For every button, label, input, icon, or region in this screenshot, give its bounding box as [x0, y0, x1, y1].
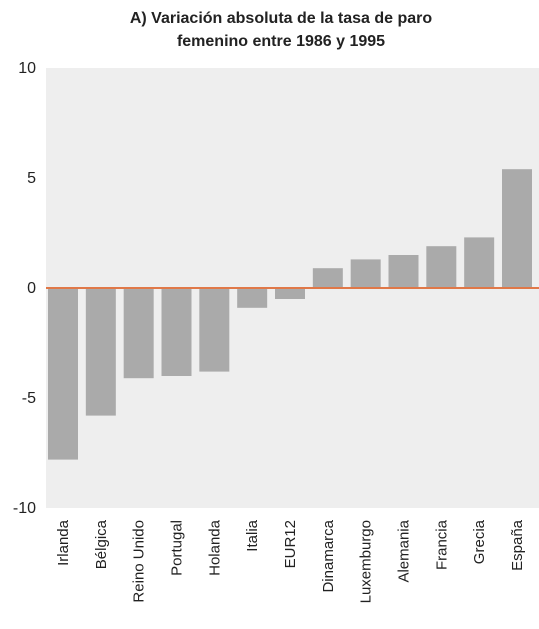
- x-tick-label: Dinamarca: [320, 519, 337, 592]
- x-tick-label: Portugal: [169, 520, 186, 576]
- x-tick-label: Francia: [433, 519, 450, 570]
- y-tick-label: 0: [27, 280, 36, 297]
- chart-title-line-2: femenino entre 1986 y 1995: [177, 33, 385, 50]
- x-tick-label: España: [509, 519, 526, 571]
- bars-group: [48, 169, 532, 460]
- bar: [350, 259, 381, 288]
- x-tick-label: Reino Unido: [131, 520, 148, 603]
- x-tick-label: Italia: [244, 519, 261, 551]
- x-tick-label: Grecia: [471, 519, 488, 564]
- bar: [123, 288, 154, 379]
- x-tick-label: Luxemburgo: [358, 520, 375, 603]
- bar: [237, 288, 268, 308]
- y-tick-label: -10: [13, 500, 36, 517]
- bar: [48, 288, 78, 460]
- x-tick-label: EUR12: [282, 520, 299, 568]
- y-tick-label: 5: [27, 170, 36, 187]
- bar: [502, 169, 532, 288]
- y-axis: 10 5 0 -5 -10: [13, 60, 36, 517]
- bar: [85, 288, 116, 416]
- y-tick-label: 10: [18, 60, 36, 77]
- bar: [161, 288, 192, 376]
- bar: [426, 246, 457, 288]
- y-tick-label: -5: [22, 390, 36, 407]
- bar: [312, 268, 343, 288]
- chart-title-line-1: A) Variación absoluta de la tasa de paro: [130, 10, 433, 27]
- x-tick-label: Bélgica: [93, 519, 110, 569]
- bar: [199, 288, 230, 372]
- bar: [388, 255, 419, 288]
- bar: [275, 288, 305, 299]
- x-axis: Irlanda Bélgica Reino Unido Portugal Holanda…: [55, 519, 526, 603]
- bar: [464, 237, 495, 288]
- x-tick-label: Irlanda: [55, 519, 72, 566]
- x-tick-label: Alemania: [396, 519, 413, 582]
- x-tick-label: Holanda: [206, 519, 223, 576]
